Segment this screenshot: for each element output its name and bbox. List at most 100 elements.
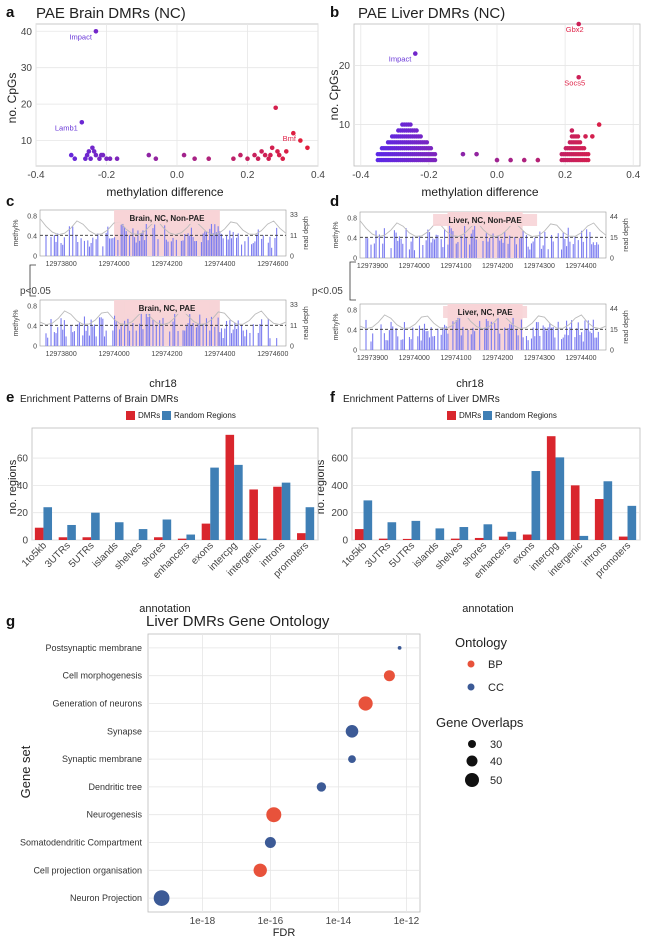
panel-d-pvalue: p<0.05 — [312, 286, 343, 297]
panel-e-bar-random — [257, 538, 267, 540]
legend-cc-label: CC — [488, 682, 504, 694]
panel-e-bar-random — [162, 519, 172, 540]
panel-d-title-bg-top — [433, 214, 538, 226]
panel-f-ytick: 400 — [331, 481, 348, 492]
panel-a-point — [268, 152, 273, 158]
panel-e-bar-random — [234, 464, 243, 540]
panel-f-bar-random — [579, 535, 589, 540]
panel-e-xtick: 5UTRs — [67, 540, 97, 570]
panel-c-xtick: 12974600 — [257, 261, 288, 268]
panel-e-xtick: 3UTRs — [43, 540, 73, 570]
panel-d-xtick: 12974100 — [440, 263, 471, 270]
panel-a-xtick: -0.2 — [98, 170, 116, 181]
panel-a-point-label: Bmf — [283, 134, 297, 143]
panel-d-ytick-left: 0.4 — [347, 236, 357, 243]
panel-f-plot-area — [351, 427, 641, 541]
panel-d-ytick-left: 0.8 — [347, 216, 357, 223]
panel-f-ytick: 0 — [342, 536, 348, 547]
panel-e-bar-dmr — [154, 537, 163, 540]
panel-c-xtick: 12974000 — [98, 351, 129, 358]
panel-e-bar-random — [138, 529, 148, 540]
panel-f-bar-dmr — [450, 538, 460, 540]
panel-b-point-label: Gbx2 — [566, 25, 584, 34]
panel-f-bar-random — [411, 520, 421, 540]
panel-f-legend-swatch — [447, 411, 456, 420]
panel-a-point — [192, 156, 197, 162]
panel-b-point — [586, 151, 591, 157]
panel-a-point — [146, 152, 152, 158]
panel-d-xtick: 12974200 — [482, 263, 513, 270]
panel-g-ylabel: Gene set — [18, 745, 33, 798]
panel-d-ytick-left: 0 — [353, 348, 357, 355]
panel-a-point — [280, 156, 286, 162]
panel-d-ytick-right: 44 — [610, 214, 618, 221]
panel-d-ytick-left: 0.4 — [347, 328, 357, 335]
panel-a-point — [245, 156, 250, 162]
panel-e-bar-dmr — [34, 527, 44, 540]
panel-g-row-label: Synapse — [107, 726, 142, 736]
legend-size-40-swatch — [466, 755, 478, 767]
panel-b-point — [586, 157, 591, 163]
panel-b-ytick: 20 — [339, 61, 351, 72]
panel-d-ytick-right: 15 — [610, 327, 618, 334]
panel-c-ytick-right: 11 — [290, 233, 297, 240]
panel-f-title: Enrichment Patterns of Liver DMRs — [343, 394, 500, 405]
panel-b-point-label: Socs5 — [564, 78, 585, 87]
panel-c-ytick-right: 0 — [290, 344, 294, 351]
panel-e-bar-random — [186, 534, 196, 540]
panel-e-bar-dmr — [297, 533, 306, 540]
panel-d-xtick: 12974100 — [440, 355, 471, 362]
panel-b-point — [521, 157, 527, 163]
panel-a-point — [298, 138, 303, 143]
panel-g-dot-bp — [253, 863, 267, 877]
panel-a-point — [291, 130, 296, 136]
panel-d-ylabel-left: methyl% — [333, 314, 340, 341]
panel-c-xtick: 12974200 — [151, 351, 182, 358]
panel-c-xtick: 12974600 — [257, 351, 288, 358]
panel-a-point — [83, 156, 88, 162]
panel-e-bar-random — [281, 482, 291, 540]
panel-g-plot-area — [147, 633, 421, 913]
panel-letter-f: f — [330, 389, 336, 406]
panel-a-ytick: 40 — [21, 27, 33, 38]
panel-e-bar-random — [114, 522, 124, 540]
panel-a-xtick: 0.2 — [241, 170, 255, 181]
panel-f-bar-random — [627, 505, 637, 540]
panel-b-point — [414, 128, 419, 133]
panel-f-bar-dmr — [498, 536, 508, 540]
panel-g-row-label: Generation of neurons — [52, 699, 142, 709]
panel-a-ytick: 20 — [21, 100, 33, 111]
panel-b-point — [596, 122, 602, 127]
panel-a-title: PAE Brain DMRs (NC) — [36, 5, 186, 22]
panel-d-ytick-right: 44 — [610, 306, 618, 313]
panel-f-bar-random — [603, 481, 613, 540]
panel-b-point — [581, 146, 587, 151]
panel-b-point — [412, 51, 418, 56]
panel-c-ytick-left: 0.4 — [27, 324, 37, 331]
panel-c-xtick: 12973800 — [46, 261, 77, 268]
panel-b-point — [583, 134, 588, 139]
panel-e-bar-random — [67, 524, 76, 540]
panel-letter-c: c — [6, 193, 14, 210]
panel-b-point — [576, 21, 582, 27]
panel-g-xlabel: FDR — [273, 927, 296, 939]
panel-b-point-label: Impact — [389, 55, 412, 64]
panel-d-xtick: 12973900 — [357, 263, 388, 270]
legend-size-50-swatch — [465, 773, 479, 787]
panel-a-point — [104, 156, 109, 162]
panel-b-point — [569, 128, 575, 133]
panel-b-point — [432, 157, 438, 163]
panel-f-bar-random — [531, 471, 541, 540]
panel-g-dot-cc — [348, 755, 356, 763]
legend-size-50-label: 50 — [490, 775, 502, 787]
panel-e-bar-random — [43, 507, 53, 540]
legend-ontology-title: Ontology — [455, 635, 508, 650]
panel-a-point — [68, 152, 74, 158]
panel-e-bar-dmr — [225, 434, 235, 540]
panel-g-dot-bp — [383, 670, 395, 682]
panel-e-bar-dmr — [273, 486, 282, 540]
panel-a-point — [97, 156, 102, 162]
panel-c-pvalue: p<0.05 — [20, 286, 51, 297]
panel-g-dot-cc — [316, 782, 327, 792]
